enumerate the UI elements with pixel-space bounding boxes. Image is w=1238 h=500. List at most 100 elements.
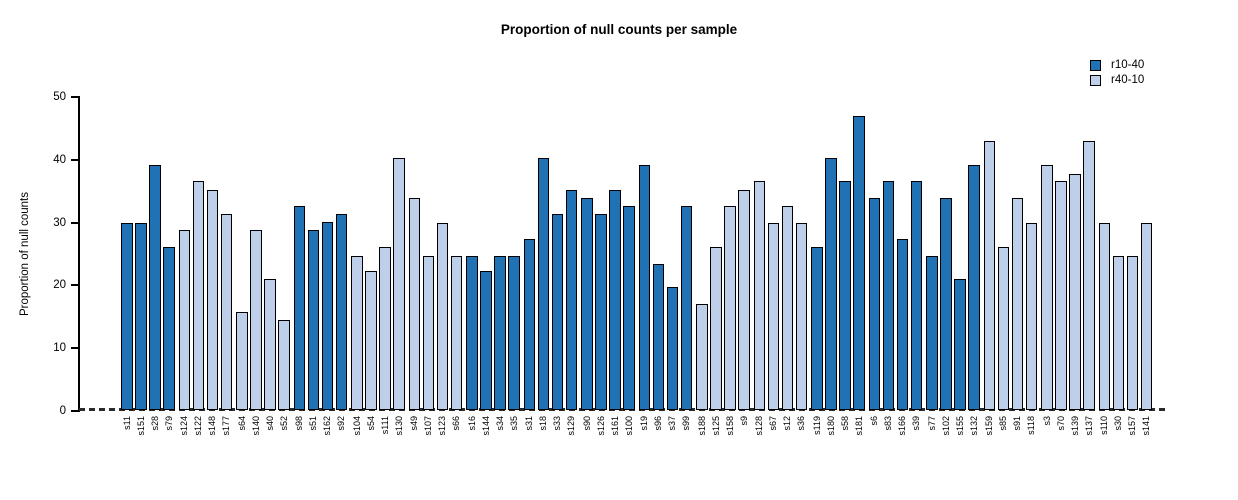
bar-col-s19: s19: [638, 96, 650, 431]
bar-s102: [940, 198, 952, 410]
bar-col-s70: s70: [1055, 96, 1067, 431]
bar-col-s107: s107: [422, 96, 434, 436]
bar-col-s6: s6: [868, 96, 880, 426]
bar-s98: [293, 206, 305, 410]
bar-col-s52: s52: [278, 96, 290, 431]
x-tick-label-s66: s66: [451, 416, 462, 431]
bar-col-s77: s77: [926, 96, 938, 431]
bar-s96: [652, 264, 664, 410]
bar-s104: [351, 256, 363, 410]
bar-s18: [537, 158, 549, 410]
x-tick-label-s159: s159: [984, 416, 995, 436]
y-tick-label-30: 30: [53, 216, 66, 229]
x-tick-label-s132: s132: [968, 416, 979, 436]
legend-item-r40-10: r40-10: [1090, 73, 1144, 87]
bar-s16: [466, 256, 478, 410]
bar-s79: [163, 247, 175, 410]
bar-col-s177: s177: [220, 96, 232, 436]
x-tick-label-s162: s162: [322, 416, 333, 436]
bar-s132: [968, 165, 980, 410]
bar-col-s83: s83: [882, 96, 894, 431]
bar-col-s129: s129: [565, 96, 577, 436]
y-tick-label-40: 40: [53, 153, 66, 166]
x-tick-label-s100: s100: [623, 416, 634, 436]
y-tick-30: [71, 221, 78, 224]
bar-s51: [307, 230, 319, 410]
bar-s36: [795, 223, 807, 410]
bar-group-5: s104 s54 s111 s130: [351, 96, 405, 436]
bar-s3: [1041, 165, 1053, 410]
bar-group-15: s77 s102 s155 s132: [926, 96, 980, 436]
bar-s85: [997, 247, 1009, 410]
y-axis-line: [78, 96, 80, 412]
bar-col-s66: s66: [450, 96, 462, 431]
bar-col-s128: s128: [753, 96, 765, 436]
bar-s155: [954, 279, 966, 410]
bar-col-s64: s64: [236, 96, 248, 431]
bar-group-11: s188 s125 s158 s9: [696, 96, 750, 436]
bar-col-s158: s158: [724, 96, 736, 436]
bar-s180: [825, 158, 837, 410]
bar-col-s123: s123: [436, 96, 448, 436]
bar-col-s157: s157: [1126, 96, 1138, 436]
bar-s58: [839, 181, 851, 410]
x-tick-label-s31: s31: [524, 416, 535, 431]
bar-s177: [220, 214, 232, 410]
legend-label-r40-10: r40-10: [1111, 74, 1145, 86]
y-tick-40: [71, 158, 78, 161]
bar-col-s111: s111: [379, 96, 391, 434]
bar-col-s92: s92: [335, 96, 347, 431]
x-tick-label-s39: s39: [911, 416, 922, 431]
x-tick-label-s19: s19: [639, 416, 650, 431]
bar-s100: [623, 206, 635, 410]
bar-s158: [724, 206, 736, 410]
x-tick-label-s181: s181: [853, 416, 864, 436]
bar-group-14: s6 s83 s166 s39: [868, 96, 922, 436]
x-tick-label-s58: s58: [839, 416, 850, 431]
bar-s99: [680, 206, 692, 410]
bar-col-s11: s11: [121, 96, 133, 430]
bar-s162: [321, 222, 333, 410]
bar-s19: [638, 165, 650, 410]
x-tick-label-s111: s111: [379, 416, 390, 435]
bar-col-s35: s35: [508, 96, 520, 431]
x-tick-label-s6: s6: [869, 416, 880, 426]
bar-s137: [1083, 141, 1095, 410]
bar-col-s67: s67: [767, 96, 779, 431]
bar-col-s104: s104: [351, 96, 363, 436]
bar-s122: [192, 181, 204, 410]
bar-col-s9: s9: [738, 96, 750, 426]
bar-s37: [666, 287, 678, 410]
x-tick-label-s70: s70: [1055, 416, 1066, 431]
bar-s139: [1069, 174, 1081, 410]
bar-s130: [393, 158, 405, 410]
bar-group-16: s159 s85 s91 s118: [983, 96, 1037, 436]
x-tick-label-s151: s151: [135, 416, 146, 436]
bar-col-s126: s126: [595, 96, 607, 436]
x-tick-label-s118: s118: [1026, 416, 1037, 435]
bar-s107: [422, 256, 434, 410]
x-tick-label-s157: s157: [1127, 416, 1138, 436]
bar-group-2: s124 s122 s148 s177: [178, 96, 232, 436]
x-tick-label-s99: s99: [681, 416, 692, 431]
bar-s30: [1112, 256, 1124, 410]
x-tick-label-s54: s54: [365, 416, 376, 431]
bar-s90: [581, 198, 593, 410]
bar-col-s130: s130: [393, 96, 405, 436]
legend-item-r10-40: r10-40: [1090, 58, 1144, 72]
bar-col-s49: s49: [408, 96, 420, 431]
bar-s83: [882, 181, 894, 410]
bar-col-s34: s34: [494, 96, 506, 431]
bar-col-s16: s16: [466, 96, 478, 431]
x-tick-label-s102: s102: [940, 416, 951, 436]
bar-s64: [236, 312, 248, 410]
x-tick-label-s140: s140: [250, 416, 261, 436]
bar-col-s85: s85: [997, 96, 1009, 431]
bar-col-s132: s132: [968, 96, 980, 436]
x-tick-label-s67: s67: [768, 416, 779, 431]
bar-s161: [609, 190, 621, 410]
bar-col-s125: s125: [710, 96, 722, 436]
x-tick-label-s33: s33: [552, 416, 563, 431]
bar-s157: [1126, 256, 1138, 410]
